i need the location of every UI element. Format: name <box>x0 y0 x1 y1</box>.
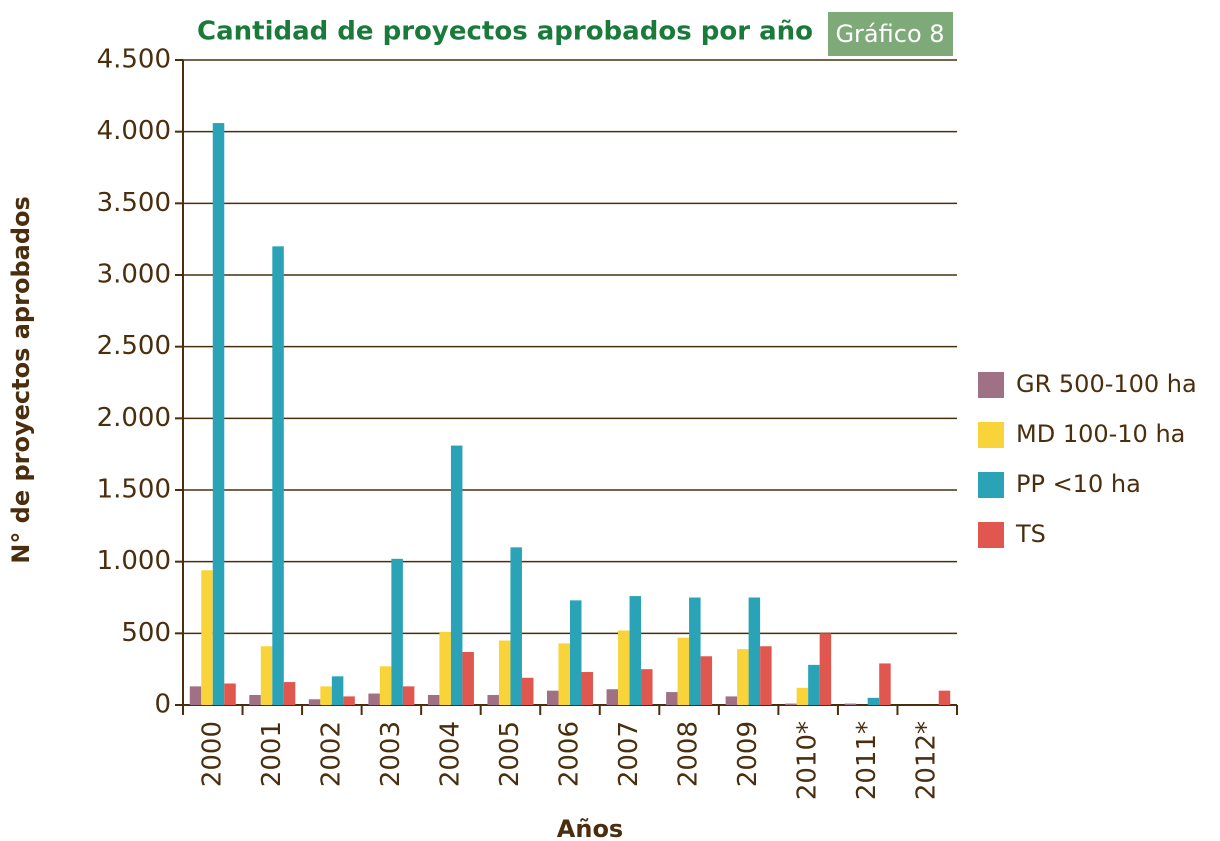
x-tick-label: 2011* <box>852 721 882 800</box>
bar <box>570 600 582 705</box>
x-tick-label: 2007 <box>614 721 644 787</box>
bar <box>785 703 797 705</box>
legend-label: GR 500-100 ha <box>1016 370 1197 398</box>
bar <box>700 656 713 705</box>
bar <box>439 631 451 705</box>
y-tick-label: 4.500 <box>97 45 171 75</box>
bar <box>379 666 392 705</box>
bar <box>510 547 522 705</box>
y-tick-label: 2.500 <box>97 331 171 361</box>
bar <box>641 669 653 705</box>
bar <box>201 570 213 705</box>
bar <box>212 123 225 706</box>
bar <box>725 696 738 705</box>
x-tick-label: 2010* <box>793 721 823 800</box>
bar <box>606 689 619 705</box>
y-tick-label: 1.000 <box>97 546 171 576</box>
bar <box>879 663 891 705</box>
bar <box>260 646 273 705</box>
bar <box>867 697 880 705</box>
bar <box>938 690 951 705</box>
x-tick-label: 2008 <box>674 721 704 787</box>
legend-swatch <box>978 422 1004 448</box>
bar <box>189 686 202 705</box>
chart-title: Cantidad de proyectos aprobados por año <box>197 17 813 47</box>
badge-background <box>828 12 953 56</box>
x-tick-label: 2001 <box>257 721 287 787</box>
x-axis-label: Años <box>557 815 623 841</box>
bar <box>796 687 809 705</box>
bar <box>391 558 403 705</box>
y-tick-label: 500 <box>121 618 171 648</box>
bar <box>808 664 820 705</box>
bar <box>462 651 474 705</box>
bar <box>450 445 463 705</box>
legend-label: PP <10 ha <box>1016 470 1141 498</box>
y-axis-label: N° de proyectos aprobados <box>7 196 35 564</box>
x-tick-label: 2005 <box>495 721 525 787</box>
bar <box>402 686 415 705</box>
x-tick-label: 2009 <box>733 721 763 787</box>
bar <box>558 643 570 705</box>
bar <box>224 683 236 705</box>
x-tick-label: 2004 <box>435 721 465 787</box>
bar <box>666 692 678 705</box>
bar <box>737 649 749 705</box>
bar <box>689 597 701 705</box>
legend-swatch <box>978 522 1004 548</box>
legend-label: MD 100-10 ha <box>1016 420 1185 448</box>
bar <box>308 699 321 705</box>
bar <box>249 694 261 705</box>
bar <box>748 597 761 705</box>
y-tick-label: 3.000 <box>97 260 171 290</box>
bar <box>320 686 332 705</box>
bar <box>343 696 355 705</box>
bar <box>760 646 772 705</box>
bar <box>427 694 440 705</box>
bar <box>618 630 630 705</box>
legend-label: TS <box>1015 520 1046 548</box>
bar <box>368 693 380 705</box>
y-tick-label: 4.000 <box>97 116 171 146</box>
y-tick-label: 2.000 <box>97 403 171 433</box>
badge: Gráfico 8 <box>835 20 944 48</box>
bar <box>331 676 344 705</box>
bar <box>272 246 284 706</box>
x-tick-label: 2006 <box>555 721 585 787</box>
y-tick-label: 1.500 <box>97 475 171 505</box>
bar <box>629 596 642 705</box>
bar <box>498 640 511 705</box>
x-tick-label: 2012* <box>912 721 942 800</box>
bar <box>283 682 296 705</box>
bar <box>581 672 593 705</box>
bar <box>521 677 534 705</box>
y-tick-label: 3.500 <box>97 188 171 218</box>
x-tick-label: 2002 <box>316 721 346 787</box>
bar <box>547 690 559 705</box>
bar <box>844 703 857 705</box>
x-tick-label: 2000 <box>197 721 227 787</box>
legend-swatch <box>978 472 1004 498</box>
bar <box>819 633 832 705</box>
x-tick-label: 2003 <box>376 721 406 787</box>
bar <box>487 694 499 705</box>
bar <box>677 637 690 705</box>
legend-swatch <box>978 372 1004 398</box>
y-tick-label: 0 <box>154 690 171 720</box>
